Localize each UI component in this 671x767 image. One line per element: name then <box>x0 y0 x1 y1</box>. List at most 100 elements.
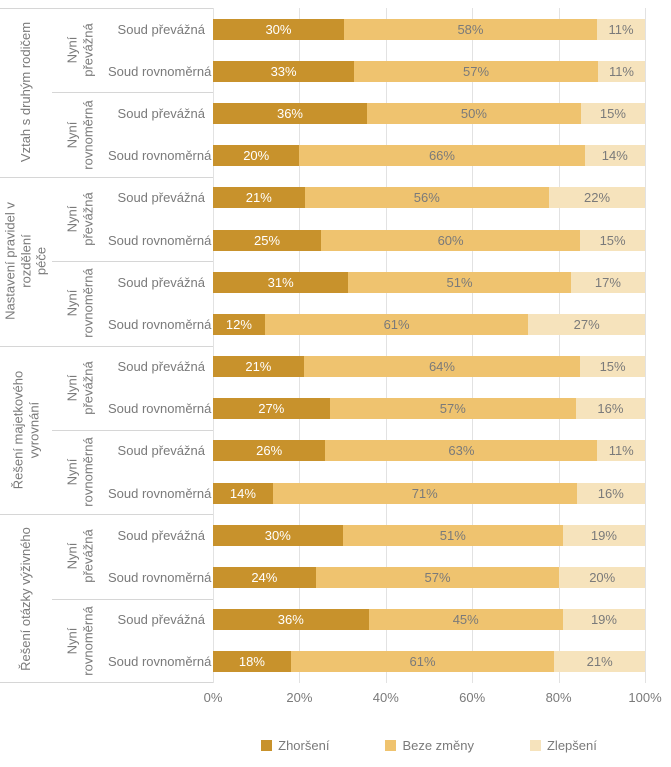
x-axis-tick-label: 0% <box>203 690 223 705</box>
bar-row-label: Soud převážná <box>117 190 205 206</box>
group-label: Řešení majetkového vyrovnání <box>10 370 41 490</box>
bar-row-label: Soud rovnoměrná <box>108 485 212 501</box>
bar-segment-Zlepšení: 15% <box>580 102 645 124</box>
bar-value-label: 16% <box>597 401 624 417</box>
bar-row: Soud rovnoměrná 14% 71% 16% <box>108 472 671 514</box>
category-group: Řešení majetkového vyrovnání Nyní převážn… <box>0 346 671 515</box>
group-label-cell: Vztah s druhým rodičem <box>0 8 52 177</box>
bar-row: Soud převážná 30% 58% 11% <box>108 8 671 50</box>
legend-swatch-icon <box>385 740 397 751</box>
subgroup-label: Nyní rovnoměrná <box>64 99 95 170</box>
bar-row-label: Soud rovnoměrná <box>108 401 212 417</box>
bar-segment-Zhoršení: 30% <box>213 18 344 40</box>
category-subgroup: Nyní převážná Soud převážná 30% 58% 11% Soud … <box>52 8 671 92</box>
x-axis: 0% 20% 40% 60% 80% 100% <box>204 690 662 708</box>
stacked-bar: 36% 45% 19% <box>213 609 645 631</box>
bar-segment-Zhoršení: 31% <box>213 271 349 293</box>
subgroup-label: Nyní rovnoměrná <box>64 606 95 676</box>
bar-segment-Beze změny: 51% <box>342 524 563 546</box>
bar-segment-Zhoršení: 18% <box>213 651 291 673</box>
group-separator <box>0 345 213 347</box>
bar-row: Soud převážná 36% 50% 15% <box>108 92 671 134</box>
gridline <box>558 8 560 683</box>
bar-value-label: 36% <box>277 612 304 628</box>
bar-value-label: 66% <box>428 148 455 164</box>
bar-row: Soud rovnoměrná 20% 66% 14% <box>108 135 671 177</box>
category-subgroup: Nyní rovnoměrná Soud převážná 26% 63% 11% Sou… <box>52 430 671 514</box>
bar-value-label: 12% <box>225 316 252 332</box>
group-separator <box>0 8 213 9</box>
legend-item: Zlepšení <box>529 738 597 753</box>
bar-row-label: Soud rovnoměrná <box>108 654 212 670</box>
subgroup-label-cell: Nyní rovnoměrná <box>52 261 108 345</box>
bar-value-label: 61% <box>409 654 436 670</box>
bar-value-label: 57% <box>463 63 490 79</box>
gridline <box>385 8 387 683</box>
bar-value-label: 14% <box>601 148 628 164</box>
bar-value-label: 31% <box>267 274 294 290</box>
bar-segment-Beze změny: 57% <box>329 398 576 420</box>
subgroup-label: Nyní rovnoměrná <box>64 437 95 507</box>
bar-segment-Zlepšení: 16% <box>575 398 645 420</box>
bar-segment-Zhoršení: 14% <box>213 482 273 504</box>
x-axis-tick-label: 20% <box>286 690 313 705</box>
category-subgroup: Nyní převážná Soud převážná 21% 64% 15% Soud … <box>52 346 671 430</box>
bar-value-label: 27% <box>258 401 285 417</box>
legend-label: Beze změny <box>402 738 474 753</box>
category-subgroup: Nyní převážná Soud převážná 21% 56% 22% Soud … <box>52 177 671 261</box>
bar-row: Soud převážná 21% 56% 22% <box>108 177 671 219</box>
bar-value-label: 24% <box>251 570 278 586</box>
bar-segment-Zhoršení: 27% <box>213 398 330 420</box>
bar-segment-Zhoršení: 33% <box>213 60 355 82</box>
bar-segment-Zhoršení: 21% <box>213 187 305 209</box>
bar-segment-Beze změny: 45% <box>368 609 563 631</box>
bar-value-label: 45% <box>452 612 479 628</box>
bar-segment-Beze změny: 66% <box>299 145 585 167</box>
bar-row-label: Soud rovnoměrná <box>108 570 212 586</box>
group-separator <box>0 682 213 683</box>
category-subgroup: Nyní rovnoměrná Soud převážná 36% 50% 15% Sou… <box>52 92 671 176</box>
bar-value-label: 50% <box>460 105 487 121</box>
bar-row-label: Soud převážná <box>117 274 205 290</box>
group-label-cell: Nastavení pravidel v rozdělení péče <box>0 177 52 346</box>
bar-value-label: 11% <box>608 443 634 459</box>
bar-value-label: 25% <box>253 232 281 248</box>
bar-row-label: Soud rovnoměrná <box>108 148 212 164</box>
bar-segment-Beze změny: 56% <box>304 187 549 209</box>
x-axis-tick-label: 80% <box>545 690 572 705</box>
gridline <box>472 8 474 683</box>
stacked-bar: 20% 66% 14% <box>213 145 646 167</box>
subgroup-label-cell: Nyní převážná <box>52 177 108 261</box>
bar-segment-Beze změny: 57% <box>354 60 598 82</box>
bar-value-label: 18% <box>238 654 265 670</box>
bar-segment-Zhoršení: 30% <box>213 524 343 546</box>
legend-item: Zhoršení <box>261 738 329 753</box>
bar-segment-Zlepšení: 15% <box>580 356 645 378</box>
bar-value-label: 61% <box>383 316 410 332</box>
bar-row: Soud rovnoměrná 12% 61% 27% <box>108 303 671 345</box>
bar-row-label: Soud převážná <box>117 359 205 375</box>
group-label: Vztah s druhým rodičem <box>18 22 34 163</box>
subgroup-label: Nyní převážná <box>64 529 95 584</box>
subgroup-label-cell: Nyní rovnoměrná <box>52 430 108 514</box>
bar-segment-Zlepšení: 22% <box>549 187 645 209</box>
bar-value-label: 19% <box>590 612 617 628</box>
bar-segment-Beze změny: 58% <box>343 18 597 40</box>
bar-value-label: 14% <box>229 485 256 501</box>
bar-value-label: 21% <box>245 190 272 206</box>
bar-value-label: 27% <box>573 316 600 332</box>
bar-value-label: 57% <box>439 401 466 417</box>
bar-row-label: Soud rovnoměrná <box>108 316 212 332</box>
bar-row: Soud rovnoměrná 33% 57% 11% <box>108 50 671 92</box>
stacked-bar: 33% 57% 11% <box>213 60 645 82</box>
bar-value-label: 11% <box>608 21 634 37</box>
bar-segment-Zlepšení: 27% <box>528 313 645 335</box>
subgroup-label: Nyní převážná <box>64 360 95 415</box>
gridline <box>645 8 646 683</box>
bar-row: Soud převážná 21% 64% 15% <box>108 346 671 388</box>
subgroup-separator <box>52 261 213 263</box>
bar-segment-Zlepšení: 11% <box>597 18 645 40</box>
bar-row: Soud převážná 31% 51% 17% <box>108 261 671 303</box>
bar-row-label: Soud převážná <box>117 105 205 121</box>
bar-row: Soud převážná 26% 63% 11% <box>108 430 671 472</box>
